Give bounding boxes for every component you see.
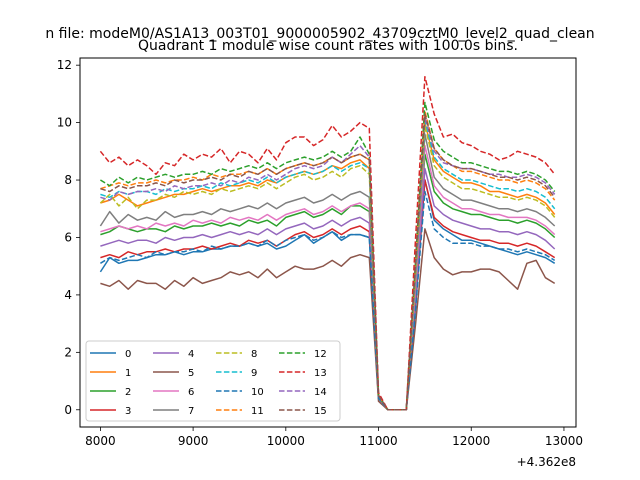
x-tick-label: 10000 [267, 434, 305, 448]
legend-label-15: 15 [314, 406, 327, 417]
legend-label-11: 11 [251, 406, 264, 417]
y-axis: 0 2 4 6 8 10 12 [57, 58, 80, 417]
figure-suptitle: n file: modeM0/AS1A13_003T01_9000005902_… [45, 26, 594, 42]
legend-label-10: 10 [251, 387, 264, 398]
series-line-10 [100, 190, 556, 411]
y-tick-label: 6 [64, 230, 72, 244]
x-tick-label: 9000 [178, 434, 209, 448]
series-line-7 [99, 133, 556, 411]
x-tick-label: 13000 [545, 434, 583, 448]
legend-label-2: 2 [125, 387, 131, 398]
legend-label-7: 7 [188, 406, 194, 417]
legend-label-0: 0 [125, 349, 131, 360]
legend-label-1: 1 [125, 368, 131, 379]
series-line-15 [100, 113, 556, 411]
legend-label-12: 12 [314, 349, 327, 360]
series-line-4 [100, 167, 556, 411]
x-tick-label: 8000 [85, 434, 116, 448]
series-line-12 [100, 101, 556, 411]
legend-label-9: 9 [251, 368, 257, 379]
series-line-9 [100, 118, 556, 411]
x-axis: 8000 9000 10000 11000 12000 13000 [85, 427, 583, 448]
y-tick-label: 2 [64, 345, 72, 359]
series-line-1 [100, 121, 556, 411]
y-tick-label: 0 [64, 403, 72, 417]
y-tick-label: 10 [57, 116, 72, 130]
x-offset-text: +4.362e8 [517, 455, 576, 469]
series-line-8 [99, 124, 556, 411]
legend-label-3: 3 [125, 406, 131, 417]
legend-box [85, 340, 341, 422]
legend-label-4: 4 [188, 349, 194, 360]
series-line-14 [100, 116, 556, 411]
y-tick-label: 4 [64, 288, 72, 302]
chart-title: Quadrant 1 module wise count rates with … [138, 38, 518, 54]
series-line-2 [100, 153, 556, 411]
plot-series [99, 75, 556, 411]
x-tick-label: 11000 [359, 434, 397, 448]
series-line-13 [99, 75, 556, 411]
series-line-6 [100, 144, 556, 411]
y-tick-label: 8 [64, 173, 72, 187]
legend-label-5: 5 [188, 368, 194, 379]
legend-label-8: 8 [251, 349, 257, 360]
axes-frame [79, 57, 577, 428]
legend-label-13: 13 [314, 368, 327, 379]
x-tick-label: 12000 [452, 434, 490, 448]
y-tick-label: 12 [57, 58, 72, 72]
legend-label-14: 14 [314, 387, 327, 398]
legend-label-6: 6 [188, 387, 194, 398]
series-line-5 [100, 228, 556, 411]
